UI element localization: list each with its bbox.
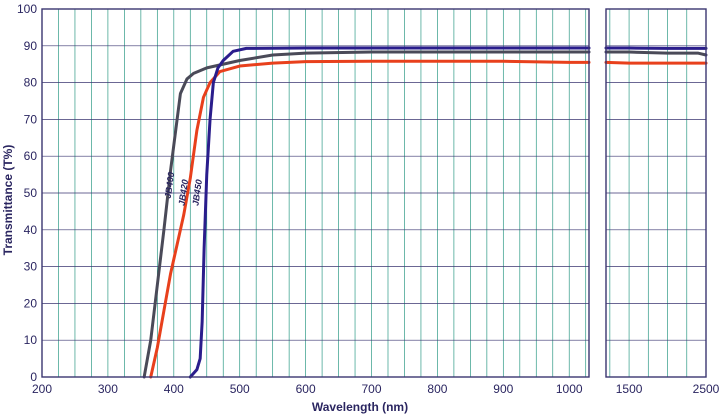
series-label-jb400: JB400: [163, 171, 177, 199]
y-tick-label: 100: [17, 2, 37, 16]
y-tick-label: 60: [24, 149, 38, 163]
y-tick-label: 50: [24, 186, 38, 200]
y-tick-label: 40: [24, 223, 38, 237]
x-axis-label: Wavelength (nm): [312, 400, 408, 414]
x-tick-label: 900: [493, 382, 513, 396]
series-label-jb420: JB420: [177, 179, 191, 207]
y-tick-label: 90: [24, 39, 38, 53]
x-tick-label: 700: [362, 382, 382, 396]
main-panel-frame: [41, 8, 590, 378]
x-tick-label: 400: [164, 382, 184, 396]
y-axis-label: Transmittance (T%): [1, 145, 15, 256]
x-tick-label: 2500: [693, 382, 720, 396]
series-line-jb400: [142, 50, 591, 379]
x-tick-label: 200: [32, 382, 52, 396]
y-tick-label: 70: [24, 112, 38, 126]
right-panel-frame: [605, 8, 707, 378]
series-line-jb420-right: [604, 60, 708, 65]
series-line-jb400-right: [604, 50, 708, 57]
y-tick-label: 0: [30, 370, 37, 384]
series-label-jb450: JB450: [190, 179, 204, 207]
x-tick-label: 1500: [616, 382, 643, 396]
series-line-jb450: [188, 46, 591, 379]
y-tick-label: 20: [24, 296, 38, 310]
x-tick-label: 1000: [556, 382, 583, 396]
y-tick-label: 30: [24, 260, 38, 274]
series-line-jb420: [149, 59, 591, 379]
y-tick-label: 10: [24, 333, 38, 347]
x-tick-label: 600: [296, 382, 316, 396]
x-tick-label: 300: [98, 382, 118, 396]
x-tick-label: 500: [230, 382, 250, 396]
y-tick-label: 80: [24, 76, 38, 90]
x-tick-label: 800: [427, 382, 447, 396]
